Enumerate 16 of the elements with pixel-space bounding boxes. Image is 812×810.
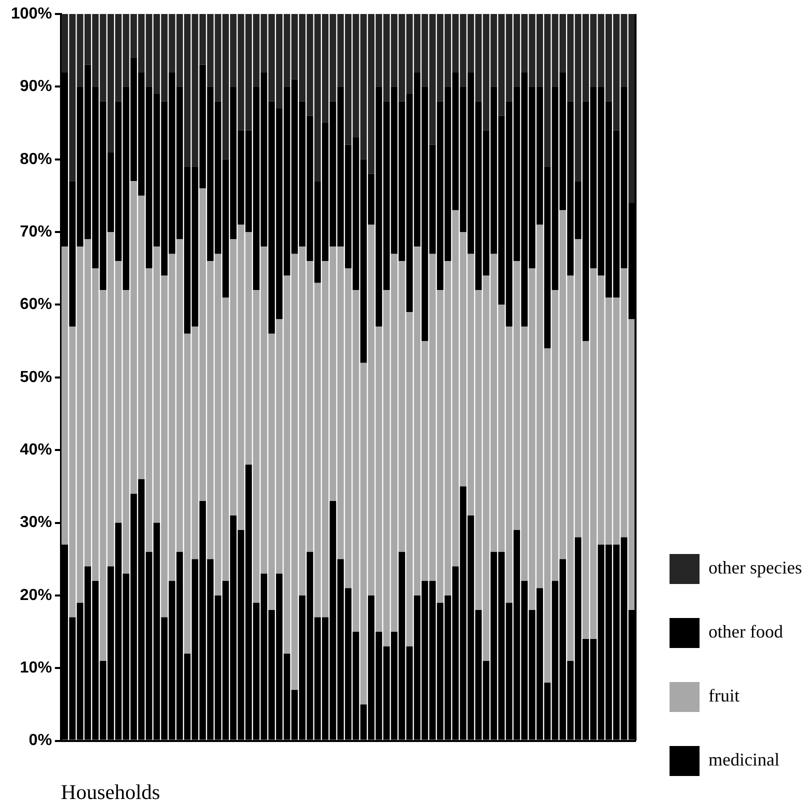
y-tick-label: 20% (20, 586, 52, 604)
legend-label: other species (708, 558, 802, 578)
x-axis-title: Households (60, 780, 160, 804)
y-tick-label: 90% (20, 78, 52, 96)
y-tick-label: 50% (20, 368, 52, 386)
y-tick-label: 30% (20, 514, 52, 532)
y-tick-label: 80% (20, 150, 52, 168)
y-tick-label: 40% (20, 441, 52, 458)
legend-label: fruit (708, 686, 740, 706)
y-tick-label: 60% (20, 296, 52, 314)
y-tick-label: 10% (20, 660, 52, 677)
legend-label: medicinal (708, 750, 780, 770)
legend-label: other food (708, 622, 784, 642)
y-tick-label: 100% (11, 5, 52, 22)
y-tick-label: 0% (28, 732, 52, 750)
y-tick-label: 70% (20, 223, 52, 240)
